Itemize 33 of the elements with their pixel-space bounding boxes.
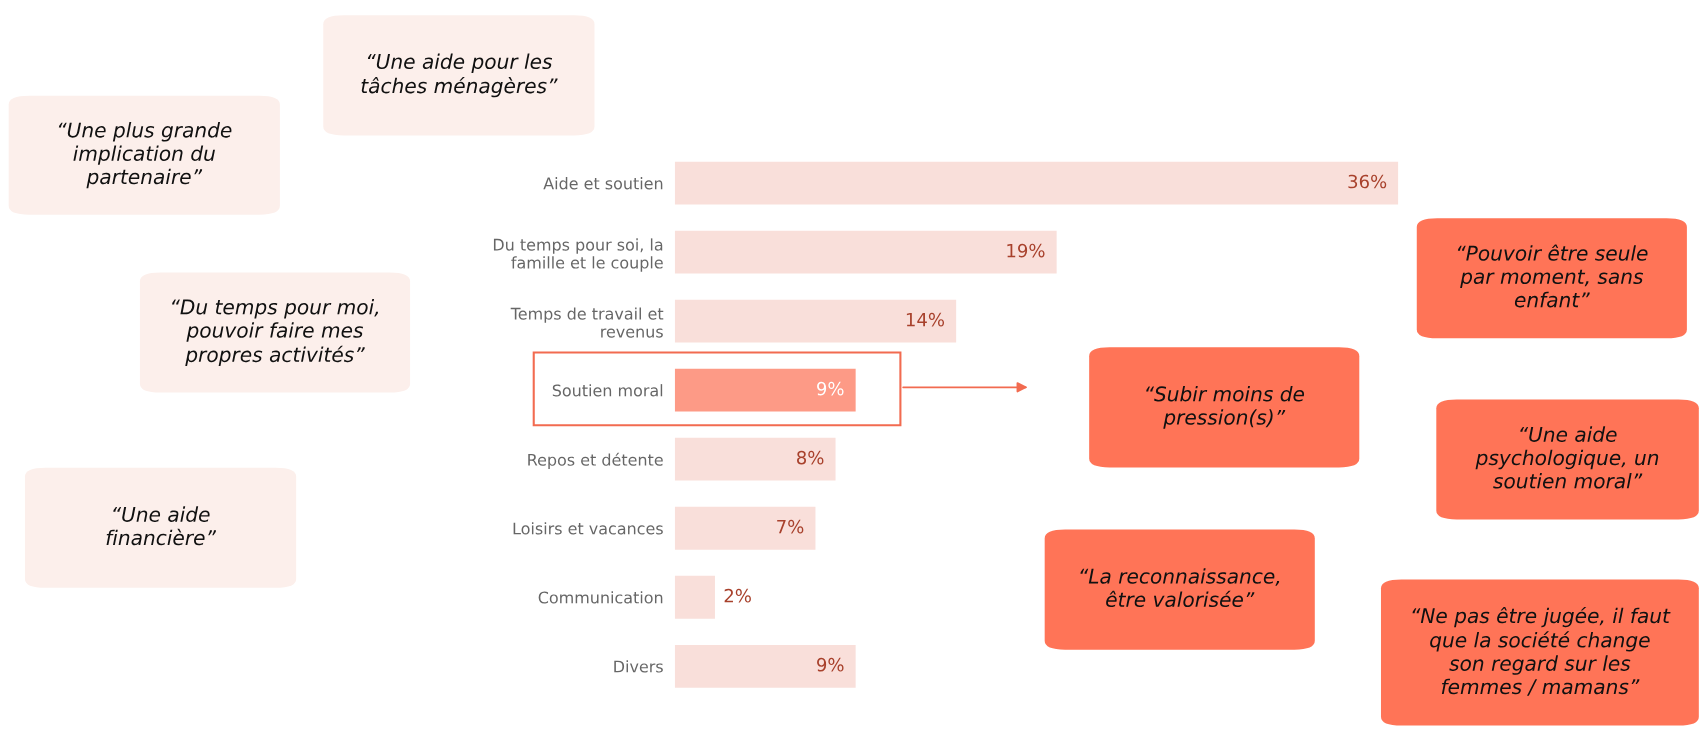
annotation: “Subir moins de pression(s)” (1146, 385, 1305, 429)
text: “Une aide financière” (106, 506, 217, 546)
text: “Ne pas être jugée, il faut que la société change son regard sur les femmes / mamans” (1412, 606, 1671, 696)
y-tick-label: Du temps pour soi, la famille et le couple (493, 238, 663, 272)
text: “Une aide psychologique, un soutien moral” (1475, 426, 1659, 489)
y-tick-label: Communication (538, 591, 663, 604)
data-label: 9% (817, 381, 844, 396)
text: “Une plus grande implication du partenaire” (58, 122, 232, 189)
text: “Une aide pour les tâches ménagères” (361, 53, 558, 98)
bar (674, 506, 816, 550)
bar (674, 161, 1399, 205)
bar (674, 575, 715, 619)
y-tick-label: Loisirs et vacances (513, 522, 663, 535)
data-label: 8% (797, 450, 824, 465)
y-tick-label: Divers (614, 660, 663, 673)
data-label: 14% (906, 312, 945, 327)
data-label: 19% (1007, 243, 1045, 258)
y-tick-label: Temps de travail et revenus (510, 307, 664, 338)
bar (674, 437, 836, 481)
data-label: 36% (1348, 174, 1387, 189)
text: “Pouvoir être seule par moment, sans enfant” (1457, 244, 1648, 308)
bar (674, 644, 856, 688)
bar (674, 368, 856, 412)
bar (674, 299, 957, 343)
y-tick-label: Aide et soutien (543, 177, 663, 190)
bar (674, 230, 1057, 274)
annotation: “La reconnaissance, être valorisée” (1080, 568, 1280, 608)
text: “Du temps pour moi, pouvoir faire mes propres activités” (172, 298, 379, 367)
data-label: 9% (817, 657, 844, 672)
data-label: 7% (777, 519, 804, 534)
y-tick-label: Repos et détente (528, 452, 663, 469)
data-label: 2% (724, 588, 751, 603)
y-tick-label: Soutien moral (552, 384, 663, 397)
